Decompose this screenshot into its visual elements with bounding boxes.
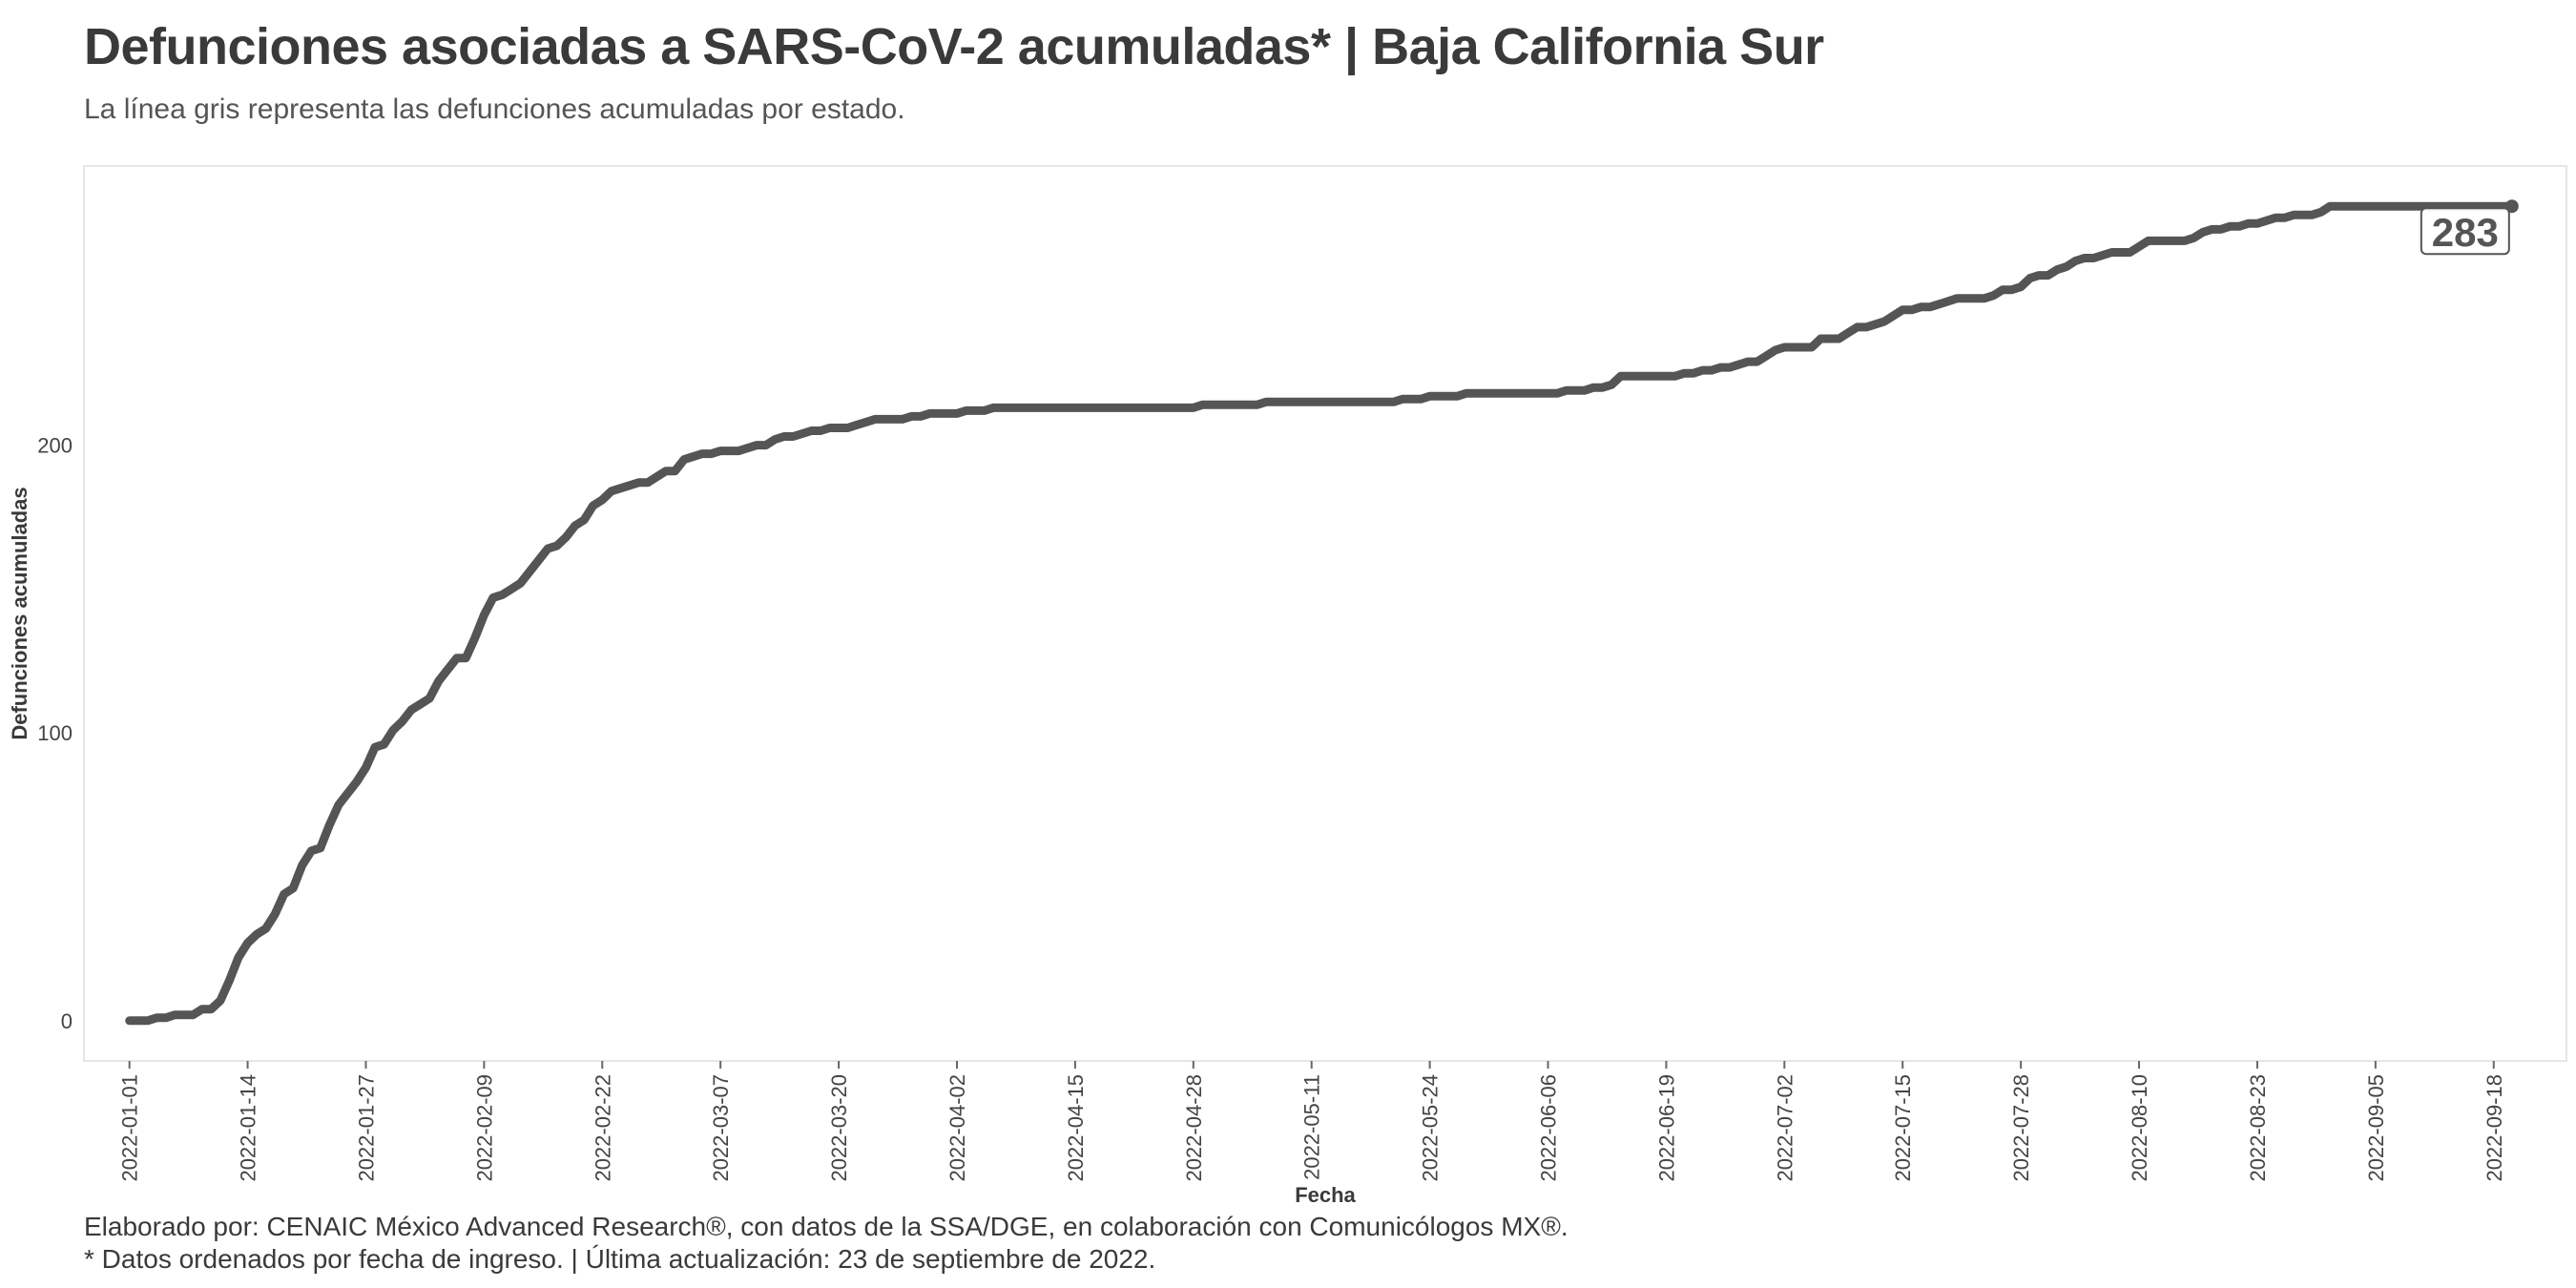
x-tick-label: 2022-06-19 [1654,1074,1678,1182]
x-tick-label: 2022-04-15 [1064,1074,1088,1182]
x-tick-label: 2022-01-01 [118,1074,142,1182]
x-tick-label: 2022-01-14 [237,1074,260,1182]
x-tick-label: 2022-02-22 [591,1074,614,1182]
x-axis: 2022-01-01 2022-01-14 2022-01-27 2022-02-09… [118,1061,2506,1182]
chart-subtitle: La línea gris representa las defunciones… [84,93,905,125]
x-tick-label: 2022-03-07 [709,1074,733,1182]
y-tick-label: 100 [37,721,73,745]
x-tick-label: 2022-08-23 [2246,1074,2270,1182]
x-tick-label: 2022-09-18 [2483,1074,2506,1182]
caption-notes: * Datos ordenados por fecha de ingreso. … [84,1244,1156,1274]
x-tick-label: 2022-08-10 [2128,1074,2151,1182]
x-tick-label: 2022-05-11 [1300,1074,1324,1180]
y-axis: 0 100 200 [37,434,73,1033]
x-tick-label: 2022-04-28 [1182,1074,1206,1182]
y-tick-label: 0 [61,1009,73,1033]
x-tick-label: 2022-03-20 [827,1074,851,1182]
cumulative-deaths-line [125,201,2517,1026]
x-tick-label: 2022-07-02 [1773,1074,1797,1182]
x-tick-label: 2022-05-24 [1419,1074,1443,1182]
x-tick-label: 2022-09-05 [2364,1074,2388,1182]
plot-panel-border [83,165,2567,1062]
x-tick-label: 2022-04-02 [945,1074,969,1182]
x-tick-label: 2022-02-09 [472,1074,496,1182]
y-tick-label: 200 [37,434,73,458]
end-value-label-text: 283 [2432,210,2499,255]
chart-title: Defunciones asociadas a SARS-CoV-2 acumu… [84,18,1824,75]
x-tick-label: 2022-07-28 [2009,1074,2033,1182]
x-tick-label: 2022-06-06 [1537,1074,1561,1182]
x-tick-label: 2022-01-27 [354,1074,378,1182]
y-axis-title: Defunciones acumuladas [8,487,31,739]
x-axis-title: Fecha [1295,1183,1356,1207]
end-value-label-box [2420,207,2510,256]
end-value-label: 283 [2420,207,2510,256]
caption-credits: Elaborado por: CENAIC México Advanced Re… [84,1212,1568,1241]
x-tick-label: 2022-07-15 [1891,1074,1915,1182]
